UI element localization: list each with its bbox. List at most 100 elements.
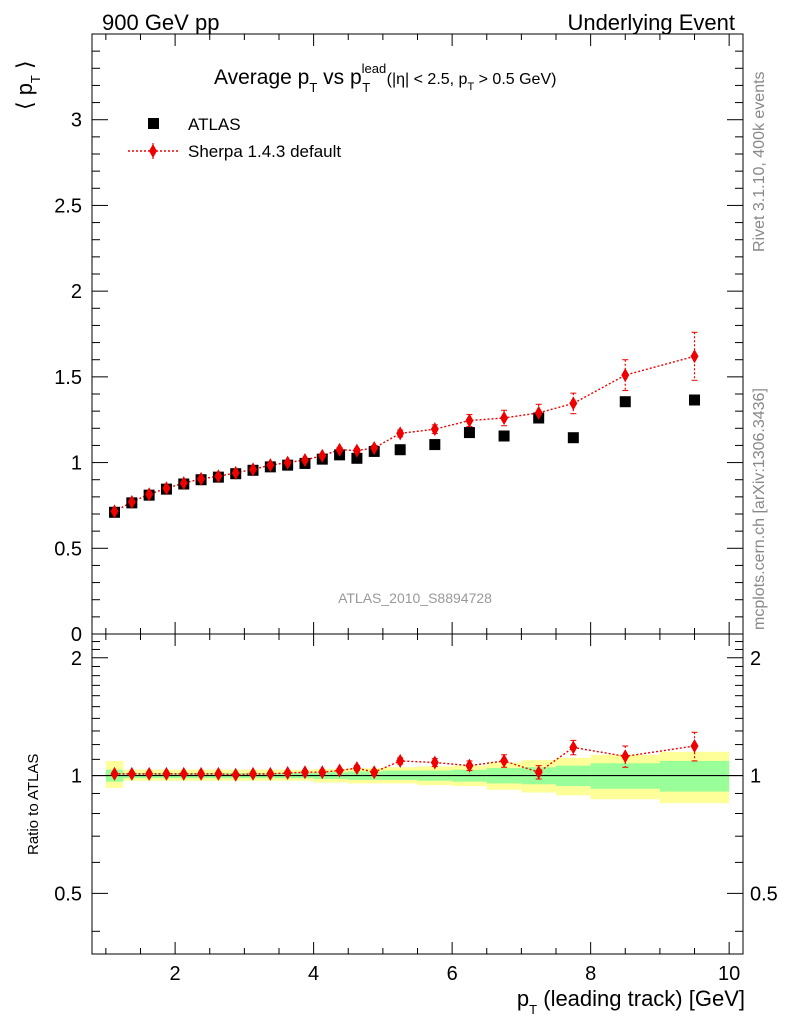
ratio-sherpa-point: [335, 763, 344, 778]
header-left: 900 GeV pp: [102, 10, 219, 35]
atlas-point: [619, 396, 631, 408]
sherpa-point: [197, 471, 206, 486]
sherpa-point: [266, 458, 275, 473]
sherpa-point: [370, 441, 379, 455]
title-main-sub: T: [309, 80, 317, 95]
sherpa-point: [352, 443, 361, 458]
bottom-y-tick-label-left: 0.5: [54, 883, 82, 905]
sherpa-point: [569, 396, 578, 411]
sherpa-point: [214, 469, 223, 484]
sherpa-point: [110, 504, 119, 519]
ratio-band-inner: [659, 760, 730, 792]
x-tick-label: 2: [170, 963, 181, 985]
ratio-sherpa-point: [396, 753, 405, 768]
title-vs-sup: lead: [362, 61, 387, 76]
ylabel-top-close: ⟩: [12, 60, 37, 75]
legend-marker-atlas: [148, 118, 159, 129]
ratio-sherpa-point: [569, 740, 578, 755]
mcplots-label: mcplots.cern.ch [arXiv:1306.3436]: [751, 388, 768, 630]
analysis-label: ATLAS_2010_S8894728: [338, 590, 492, 606]
ylabel-top-main: ⟨ p: [12, 83, 37, 110]
ratio-sherpa-point: [162, 766, 171, 781]
title-cut-sub: T: [467, 81, 474, 93]
title-cut-close: > 0.5 GeV): [474, 71, 556, 88]
x-tick-label: 10: [718, 963, 740, 985]
bottom-y-tick-label-right: 0.5: [750, 883, 778, 905]
ratio-sherpa-point: [266, 766, 275, 781]
sherpa-point: [318, 448, 327, 463]
ratio-sherpa-point: [500, 753, 509, 768]
x-axis-label: pT (leading track) [GeV]: [517, 986, 745, 1017]
title-cut-open: (|η| < 2.5, p: [382, 71, 467, 88]
sherpa-point: [690, 349, 699, 364]
atlas-point: [567, 432, 579, 444]
sherpa-point: [127, 495, 136, 509]
sherpa-point: [396, 426, 405, 441]
ratio-sherpa-point: [534, 765, 543, 780]
atlas-point: [351, 452, 363, 464]
ratio-sherpa-point: [465, 758, 474, 773]
legend-label-sherpa: Sherpa 1.4.3 default: [188, 142, 341, 161]
sherpa-point: [231, 465, 240, 480]
atlas-point: [689, 394, 701, 406]
atlas-point: [463, 427, 475, 439]
y-axis-label-top: ⟨ pT ⟩: [12, 60, 43, 110]
bottom-y-tick-label-left: 1: [71, 766, 82, 788]
x-tick-label: 8: [585, 963, 596, 985]
ratio-sherpa-point: [197, 766, 206, 781]
rivet-label: Rivet 3.1.10, 400k events: [751, 71, 768, 252]
top-y-tick-label: 2: [71, 281, 82, 303]
sherpa-point: [249, 462, 258, 477]
x-tick-label: 6: [447, 963, 458, 985]
xlabel-main: p: [517, 986, 529, 1011]
atlas-point: [498, 430, 510, 442]
top-y-tick-label: 3: [71, 110, 82, 132]
legend-label-atlas: ATLAS: [188, 115, 241, 134]
ratio-sherpa-point: [690, 739, 699, 753]
sherpa-point: [430, 422, 439, 437]
ratio-sherpa-point: [318, 765, 327, 780]
x-tick-label: 4: [308, 963, 319, 985]
sherpa-point: [621, 368, 630, 383]
bottom-y-tick-label-left: 2: [71, 648, 82, 670]
bottom-panel-frame: [91, 633, 744, 955]
chart-title: Average pT vs plead T (|η| < 2.5, pT > 0.…: [214, 61, 556, 95]
ratio-sherpa-point: [430, 755, 439, 770]
bottom-y-tick-label-right: 1: [750, 766, 761, 788]
ratio-sherpa-point: [179, 766, 188, 781]
ratio-sherpa-point: [231, 767, 240, 782]
sherpa-point: [335, 442, 344, 457]
ratio-sherpa-point: [352, 761, 361, 776]
ratio-sherpa-point: [110, 766, 119, 781]
ratio-sherpa-point: [214, 766, 223, 781]
atlas-point: [394, 444, 406, 456]
legend: ATLAS Sherpa 1.4.3 default: [128, 115, 341, 161]
xlabel-sub: T: [529, 1002, 537, 1017]
legend-marker-sherpa: [149, 144, 157, 158]
title-vs-sub: T: [362, 80, 370, 95]
atlas-point: [429, 439, 441, 451]
title-main: Average p: [214, 66, 309, 89]
ylabel-top-sub: T: [28, 75, 43, 83]
top-y-tick-label: 0.5: [54, 538, 82, 560]
y-axis-label-bottom: Ratio to ATLAS: [25, 754, 42, 855]
ratio-sherpa-point: [300, 765, 309, 780]
ratio-sherpa-point: [249, 766, 258, 781]
sherpa-line: [114, 355, 695, 513]
sherpa-point: [145, 487, 154, 502]
ratio-sherpa-point: [621, 749, 630, 764]
sherpa-point: [283, 455, 292, 470]
header-right: Underlying Event: [567, 10, 735, 35]
sherpa-point: [179, 476, 188, 491]
sherpa-point: [534, 405, 543, 420]
xlabel-rest: (leading track) [GeV]: [537, 986, 745, 1011]
sherpa-point: [162, 481, 171, 496]
sherpa-point: [300, 453, 309, 467]
ratio-sherpa-point: [283, 766, 292, 781]
ratio-sherpa-point: [370, 765, 379, 780]
bottom-y-tick-label-right: 2: [750, 648, 761, 670]
ratio-sherpa-point: [127, 766, 136, 781]
sherpa-point: [500, 411, 509, 425]
